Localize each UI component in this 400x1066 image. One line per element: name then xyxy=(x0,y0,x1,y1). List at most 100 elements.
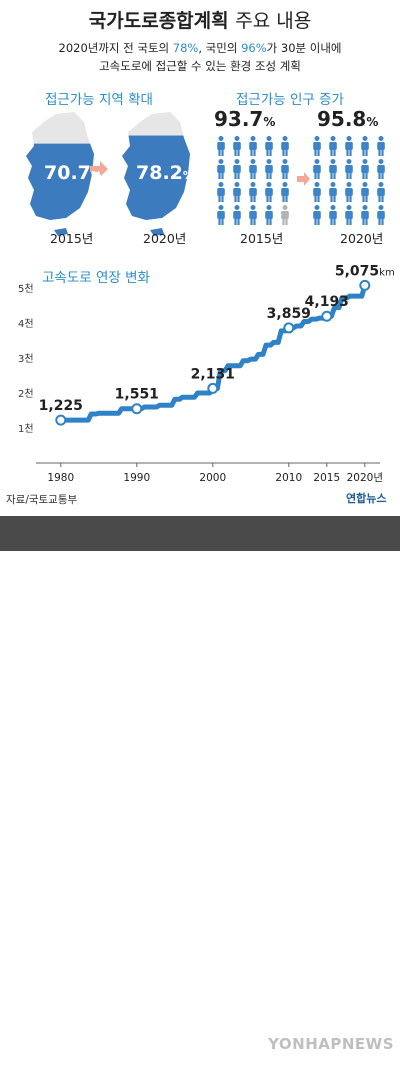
footer-bar: 장예진 기자 / 20160830 트위터 @yonhap_graphics, … xyxy=(0,516,400,1065)
person-icon xyxy=(377,159,385,179)
x-tick-label: 1980 xyxy=(47,472,74,484)
person-icon xyxy=(313,205,321,225)
subtitle-highlight: 96% xyxy=(241,41,267,55)
person-icon xyxy=(377,182,385,202)
infographic-card: 국가도로종합계획 주요 내용 2020년까지 전 국토의 78%, 국민의 96… xyxy=(0,0,400,516)
data-label-unit: km xyxy=(379,267,395,278)
person-icon xyxy=(233,182,241,202)
person-icon xyxy=(377,205,385,225)
person-icon xyxy=(345,159,353,179)
jeju-island xyxy=(54,228,68,236)
data-point xyxy=(207,382,219,394)
map-value-unit: % xyxy=(90,169,102,182)
person-icon xyxy=(329,136,337,156)
watermark: YONHAPNEWS xyxy=(268,1035,394,1053)
map-value-2015: 70.7% xyxy=(44,162,102,184)
population-section-title: 접근가능 인구 증가 xyxy=(236,92,344,108)
map-value-unit: % xyxy=(182,169,194,182)
data-label: 3,859 xyxy=(267,306,311,322)
population-pictogram xyxy=(217,136,385,225)
person-icon xyxy=(217,205,225,225)
title-light: 주요 내용 xyxy=(235,10,312,32)
subtitle-line-2: 고속도로에 접근할 수 있는 환경 조성 계획 xyxy=(99,59,301,73)
x-tick-label: 2020년 xyxy=(347,472,383,484)
person-icon xyxy=(313,136,321,156)
person-icon xyxy=(249,136,257,156)
data-point xyxy=(131,403,143,415)
subtitle-text: 가 30분 이내에 xyxy=(266,41,342,55)
person-icon xyxy=(217,159,225,179)
social-line: 트위터 @yonhap_graphics, 페이스북 tuney.kr/LeYN… xyxy=(4,1053,264,1065)
x-tick-label: 2000 xyxy=(199,472,226,484)
population-value-unit: % xyxy=(366,115,379,129)
person-icon xyxy=(249,205,257,225)
population-year-2020: 2020년 xyxy=(340,231,384,246)
person-icon xyxy=(313,182,321,202)
y-tick-label: 5천 xyxy=(18,283,34,295)
person-icon xyxy=(249,182,257,202)
korea-maps xyxy=(26,112,190,236)
y-tick-label: 2천 xyxy=(18,388,34,400)
map-year-2020: 2020년 xyxy=(143,231,187,246)
data-point xyxy=(283,322,295,334)
data-point xyxy=(55,414,67,426)
person-icon xyxy=(281,159,289,179)
y-tick-label: 4천 xyxy=(18,318,34,330)
person-icon xyxy=(329,159,337,179)
area-section-title: 접근가능 지역 확대 xyxy=(45,92,153,108)
person-icon xyxy=(361,159,369,179)
page-title: 국가도로종합계획 주요 내용 xyxy=(0,6,400,33)
source-note: 자료/국토교통부 xyxy=(6,494,78,506)
map-year-2015: 2015년 xyxy=(50,231,94,246)
population-value-2015: 93.7% xyxy=(214,107,275,131)
arrow-icon xyxy=(90,161,108,177)
data-label: 2,131 xyxy=(191,366,235,382)
arrow-icon xyxy=(297,172,310,186)
population-value-2020: 95.8% xyxy=(317,107,378,131)
chart-title: 고속도로 연장 변화 xyxy=(42,270,150,286)
highway-length-chart: 고속도로 연장 변화 1천 2천 3천 4천 5천 1980 1990 2000 2010 2015… xyxy=(18,263,395,484)
person-icon xyxy=(329,182,337,202)
person-icon xyxy=(313,159,321,179)
person-icon xyxy=(233,136,241,156)
subtitle-text: 2020년까지 전 국토의 xyxy=(58,41,173,55)
person-icon xyxy=(249,159,257,179)
x-tick-label: 2010 xyxy=(275,472,302,484)
y-tick-label: 1천 xyxy=(18,423,34,435)
data-label: 1,551 xyxy=(115,387,159,403)
person-icon xyxy=(217,182,225,202)
person-icon xyxy=(361,205,369,225)
map-value-number: 78.2 xyxy=(136,162,183,184)
person-icon xyxy=(233,159,241,179)
person-icon xyxy=(265,136,273,156)
person-icon xyxy=(281,205,289,225)
person-icon xyxy=(361,136,369,156)
credit-line: 장예진 기자 / 20160830 xyxy=(4,1037,120,1049)
data-label: 4,193 xyxy=(305,294,349,310)
title-main: 국가도로종합계획 xyxy=(88,10,229,32)
data-point xyxy=(359,279,371,291)
x-tick-label: 2015 xyxy=(313,472,340,484)
data-label: 1,225 xyxy=(39,398,83,414)
person-icon xyxy=(281,182,289,202)
person-icon xyxy=(233,205,241,225)
yonhap-logo: 연합뉴스 xyxy=(346,492,387,505)
subtitle-line-1: 2020년까지 전 국토의 78%, 국민의 96%가 30분 이내에 xyxy=(0,40,400,56)
map-value-2020: 78.2% xyxy=(136,162,194,184)
population-value-number: 93.7 xyxy=(214,107,264,131)
person-icon xyxy=(345,136,353,156)
person-icon xyxy=(377,136,385,156)
x-tick-label: 1990 xyxy=(123,472,150,484)
subtitle-highlight: 78% xyxy=(172,41,199,55)
population-value-unit: % xyxy=(263,115,276,129)
person-icon xyxy=(217,136,225,156)
person-icon xyxy=(265,159,273,179)
person-icon xyxy=(281,136,289,156)
person-icon xyxy=(329,205,337,225)
person-icon xyxy=(361,182,369,202)
person-icon xyxy=(345,205,353,225)
y-tick-label: 3천 xyxy=(18,353,34,365)
population-value-number: 95.8 xyxy=(317,107,367,131)
jeju-island xyxy=(150,228,164,236)
data-label: 5,075km xyxy=(335,263,395,279)
